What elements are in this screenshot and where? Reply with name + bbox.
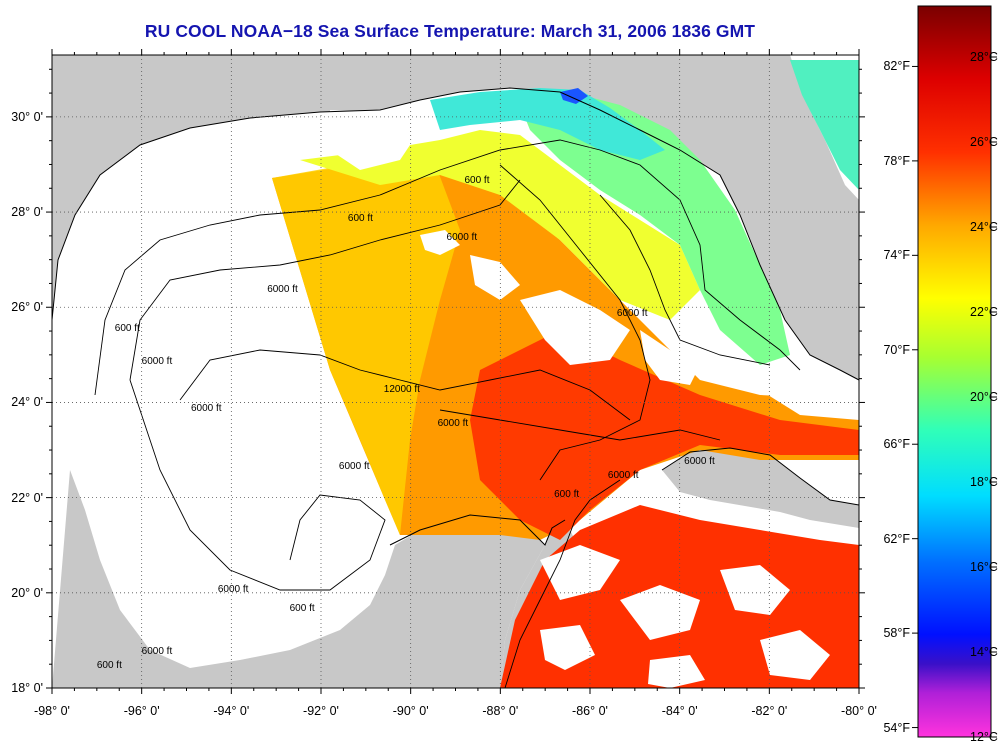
longitude-label: -80° 0' bbox=[841, 704, 877, 718]
contour-6000ft-east bbox=[499, 164, 651, 481]
fahrenheit-label: 74°F bbox=[883, 248, 910, 263]
sst-green-atlantic bbox=[790, 60, 859, 190]
contour-600ft bbox=[94, 139, 801, 396]
longitude-label: -88° 0' bbox=[482, 704, 519, 718]
contour-6000ft-west bbox=[129, 179, 521, 381]
contour-label: 6000 ft bbox=[338, 460, 370, 472]
contour-6000ft-south bbox=[129, 379, 386, 591]
contour-label: 6000 ft bbox=[607, 470, 639, 482]
fahrenheit-label: 70°F bbox=[883, 342, 910, 357]
fahrenheit-label: 66°F bbox=[883, 437, 910, 452]
latitude-label: 28° 0' bbox=[11, 205, 43, 220]
celsius-label: 12°C bbox=[970, 730, 998, 744]
latitude-label: 20° 0' bbox=[11, 585, 43, 600]
latitude-label: 26° 0' bbox=[11, 300, 43, 315]
colorbar bbox=[917, 5, 992, 738]
latitude-label: 24° 0' bbox=[11, 395, 43, 410]
cuba-coastline bbox=[661, 447, 859, 506]
graticule bbox=[52, 55, 859, 688]
coastline bbox=[52, 87, 859, 381]
map-title: RU COOL NOAA−18 Sea Surface Temperature:… bbox=[144, 21, 756, 41]
sst-yellow-west bbox=[272, 150, 460, 535]
fahrenheit-label: 58°F bbox=[883, 626, 910, 641]
latitude-label: 22° 0' bbox=[11, 490, 43, 505]
frame-ticks bbox=[46, 49, 865, 694]
celsius-label: 22°C bbox=[970, 305, 998, 319]
longitude-label: -94° 0' bbox=[213, 704, 250, 718]
sst-red-center bbox=[470, 330, 859, 540]
bathymetry-contours bbox=[94, 139, 801, 688]
latitude-label: 18° 0' bbox=[11, 681, 43, 695]
contour-label: 600 ft bbox=[464, 174, 490, 186]
sst-blue-spot bbox=[560, 88, 588, 104]
contour-label: 600 ft bbox=[289, 603, 315, 615]
latitude-label: 30° 0' bbox=[11, 109, 43, 124]
fahrenheit-label: 82°F bbox=[883, 59, 910, 74]
yucatan-coastline bbox=[389, 514, 566, 546]
cuba-land bbox=[662, 448, 859, 528]
contour-label: 6000 ft bbox=[141, 355, 173, 367]
contour-label: 600 ft bbox=[96, 660, 122, 672]
cloud-patches bbox=[330, 110, 859, 688]
sst-yellow-north bbox=[300, 130, 700, 320]
celsius-label: 28°C bbox=[970, 50, 998, 64]
celsius-label: 16°C bbox=[970, 560, 998, 574]
longitude-label: -84° 0' bbox=[661, 704, 698, 718]
celsius-label: 14°C bbox=[970, 645, 998, 659]
fahrenheit-label: 78°F bbox=[883, 153, 910, 168]
longitude-label: -98° 0' bbox=[34, 704, 70, 718]
longitude-label: -96° 0' bbox=[123, 704, 160, 718]
contour-12000ft bbox=[179, 349, 631, 421]
celsius-label: 26°C bbox=[970, 135, 998, 149]
contour-label: 6000 ft bbox=[190, 403, 222, 415]
longitude-label: -92° 0' bbox=[303, 704, 339, 718]
longitude-label: -86° 0' bbox=[572, 704, 608, 718]
contour-label: 12000 ft bbox=[383, 384, 420, 396]
sst-cyan-coast bbox=[430, 88, 665, 160]
contour-label: 600 ft bbox=[554, 489, 580, 501]
sst-green-northeast bbox=[520, 92, 790, 365]
contour-label: 6000 ft bbox=[446, 232, 478, 244]
longitude-label: -82° 0' bbox=[751, 704, 788, 718]
fahrenheit-label: 62°F bbox=[883, 531, 910, 546]
contour-label: 600 ft bbox=[114, 322, 140, 334]
celsius-label: 18°C bbox=[970, 475, 998, 489]
contour-label: 6000 ft bbox=[217, 584, 249, 596]
fahrenheit-label: 54°F bbox=[883, 720, 910, 735]
celsius-label: 24°C bbox=[970, 220, 998, 234]
contour-label: 6000 ft bbox=[437, 417, 469, 429]
contour-label: 6000 ft bbox=[616, 308, 648, 320]
longitude-label: -90° 0' bbox=[392, 704, 429, 718]
colorbar-ticks bbox=[912, 56, 997, 738]
contour-label: 6000 ft bbox=[267, 284, 298, 296]
celsius-label: 20°C bbox=[970, 390, 998, 404]
contour-label: 6000 ft bbox=[141, 646, 173, 658]
contour-label: 6000 ft bbox=[684, 455, 715, 467]
contour-600ft-florida bbox=[599, 194, 771, 366]
contour-label: 600 ft bbox=[347, 213, 373, 225]
